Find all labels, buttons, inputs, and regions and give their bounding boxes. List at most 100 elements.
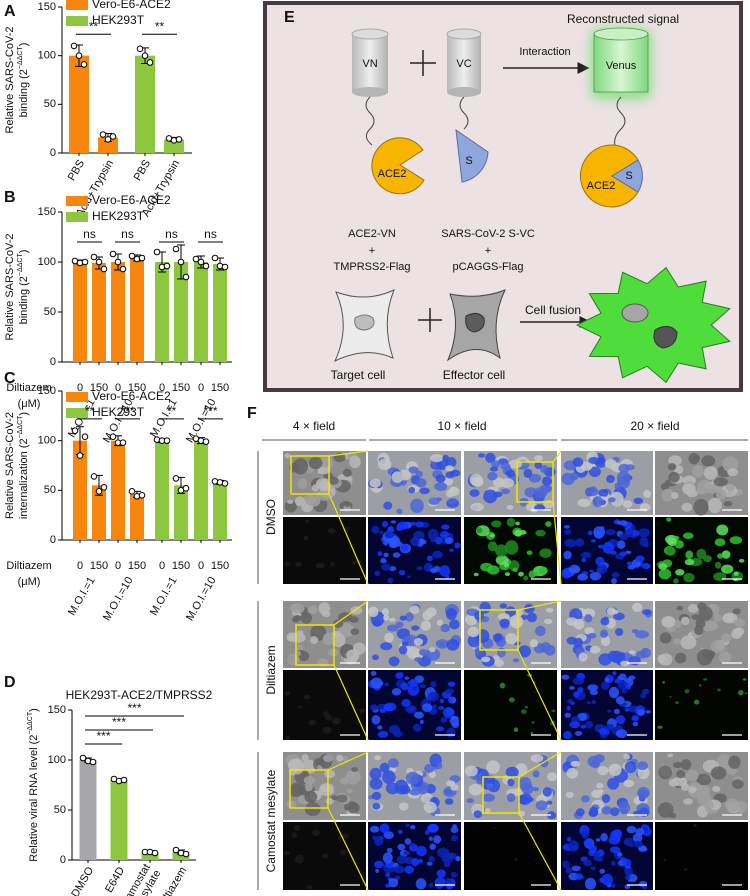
- micrograph-texture: [382, 770, 396, 785]
- micrograph-texture: [583, 839, 593, 847]
- micrograph-texture: [397, 843, 406, 851]
- micrograph-texture: [566, 617, 578, 626]
- zoom-line: [552, 501, 562, 585]
- micrograph-texture: [587, 684, 599, 692]
- micrograph-texture: [607, 709, 612, 713]
- micrograph-texture: [716, 524, 729, 536]
- micrograph-texture: [589, 571, 602, 581]
- micrograph-texture: [340, 849, 346, 856]
- micrograph-texture: [454, 542, 461, 549]
- micrograph-texture: [581, 830, 589, 839]
- zoom-line: [333, 600, 369, 626]
- x-tick-label: E64D: [103, 865, 127, 895]
- data-point: [81, 258, 89, 266]
- x-tick-label: 0: [115, 382, 121, 394]
- micrograph-texture: [394, 779, 409, 795]
- micrograph-texture: [337, 835, 342, 840]
- micrograph-texture: [623, 837, 634, 847]
- micrograph-texture: [590, 539, 597, 543]
- data-point: [81, 433, 89, 440]
- micrograph-texture: [370, 670, 377, 676]
- micrograph-texture: [393, 730, 403, 738]
- y-tick-label: 100: [38, 435, 56, 447]
- ace2-shape: [580, 144, 639, 208]
- micrograph-texture: [504, 572, 511, 577]
- micrograph-texture: [693, 824, 697, 827]
- micrograph-texture: [675, 569, 685, 576]
- micrograph-texture: [722, 612, 738, 624]
- micrograph-texture: [316, 489, 332, 501]
- micrograph-texture: [450, 784, 459, 791]
- micrograph-texture: [642, 688, 650, 695]
- legend-swatch: [66, 392, 88, 402]
- micrograph-texture: [322, 726, 332, 734]
- micrograph-texture: [696, 648, 713, 666]
- diagram-label: Venus: [606, 60, 637, 72]
- micrograph-texture: [692, 465, 704, 478]
- micrograph-texture: [562, 860, 570, 869]
- zoom-line: [333, 664, 369, 741]
- micrograph-texture: [583, 859, 592, 867]
- linker: [614, 96, 626, 146]
- micrograph: [464, 822, 557, 890]
- micrograph-texture: [287, 499, 294, 504]
- micrograph-texture: [714, 561, 722, 569]
- micrograph-texture: [336, 794, 348, 803]
- micrograph-texture: [467, 626, 480, 638]
- micrograph-texture: [672, 761, 683, 769]
- micrograph-texture: [416, 845, 427, 857]
- diagram-label: Cell fusion: [525, 303, 581, 317]
- micrograph-texture: [666, 517, 672, 522]
- micrograph-texture: [529, 639, 539, 648]
- micrograph-texture: [418, 649, 430, 656]
- micrograph-texture: [593, 852, 600, 857]
- micrograph-texture: [565, 791, 574, 799]
- micrograph-texture: [294, 496, 305, 507]
- micrograph-texture: [734, 627, 745, 636]
- micrograph-texture: [693, 498, 709, 516]
- micrograph-texture: [725, 798, 740, 813]
- micrograph-texture: [611, 572, 620, 578]
- data-point: [182, 485, 190, 492]
- data-point: [197, 258, 205, 266]
- micrograph-texture: [540, 465, 549, 473]
- micrograph-texture: [703, 555, 712, 563]
- micrograph-texture: [683, 572, 695, 583]
- micrograph-texture: [698, 785, 710, 796]
- micrograph-texture: [589, 569, 594, 573]
- micrograph-texture: [694, 625, 704, 636]
- micrograph-texture: [588, 844, 597, 853]
- micrograph-texture: [445, 882, 453, 890]
- micrograph-texture: [601, 873, 613, 886]
- data-point: [182, 273, 190, 281]
- x-tick-label: Camostatmesylate: [119, 862, 163, 896]
- micrograph-texture: [718, 651, 732, 664]
- micrograph-texture: [319, 783, 334, 793]
- x-tick-label: DMSO: [69, 865, 96, 896]
- panel-label: A: [4, 3, 16, 20]
- micrograph-texture: [573, 691, 580, 698]
- micrograph-texture: [433, 835, 442, 844]
- micrograph-texture: [595, 556, 605, 566]
- y-tick-label: 50: [44, 98, 56, 110]
- significance-label: ***: [112, 715, 126, 729]
- linker: [365, 96, 375, 146]
- micrograph-texture: [468, 783, 483, 796]
- micrograph-texture: [304, 790, 318, 803]
- micrograph-texture: [619, 520, 628, 526]
- micrograph-texture: [703, 466, 718, 480]
- micrograph-texture: [598, 544, 605, 549]
- micrograph-texture: [589, 806, 599, 817]
- micrograph-texture: [609, 491, 624, 507]
- cylinder-top: [351, 28, 389, 40]
- data-point: [175, 136, 183, 143]
- micrograph-texture: [484, 808, 491, 813]
- micrograph-texture: [609, 846, 621, 854]
- linker: [459, 96, 469, 130]
- micrograph-texture: [725, 567, 731, 573]
- x-tick-label: 150: [90, 382, 108, 394]
- y-tick-label: 100: [38, 256, 56, 268]
- micrograph-texture: [710, 639, 726, 653]
- micrograph-texture: [676, 605, 683, 611]
- micrograph-texture: [340, 624, 355, 637]
